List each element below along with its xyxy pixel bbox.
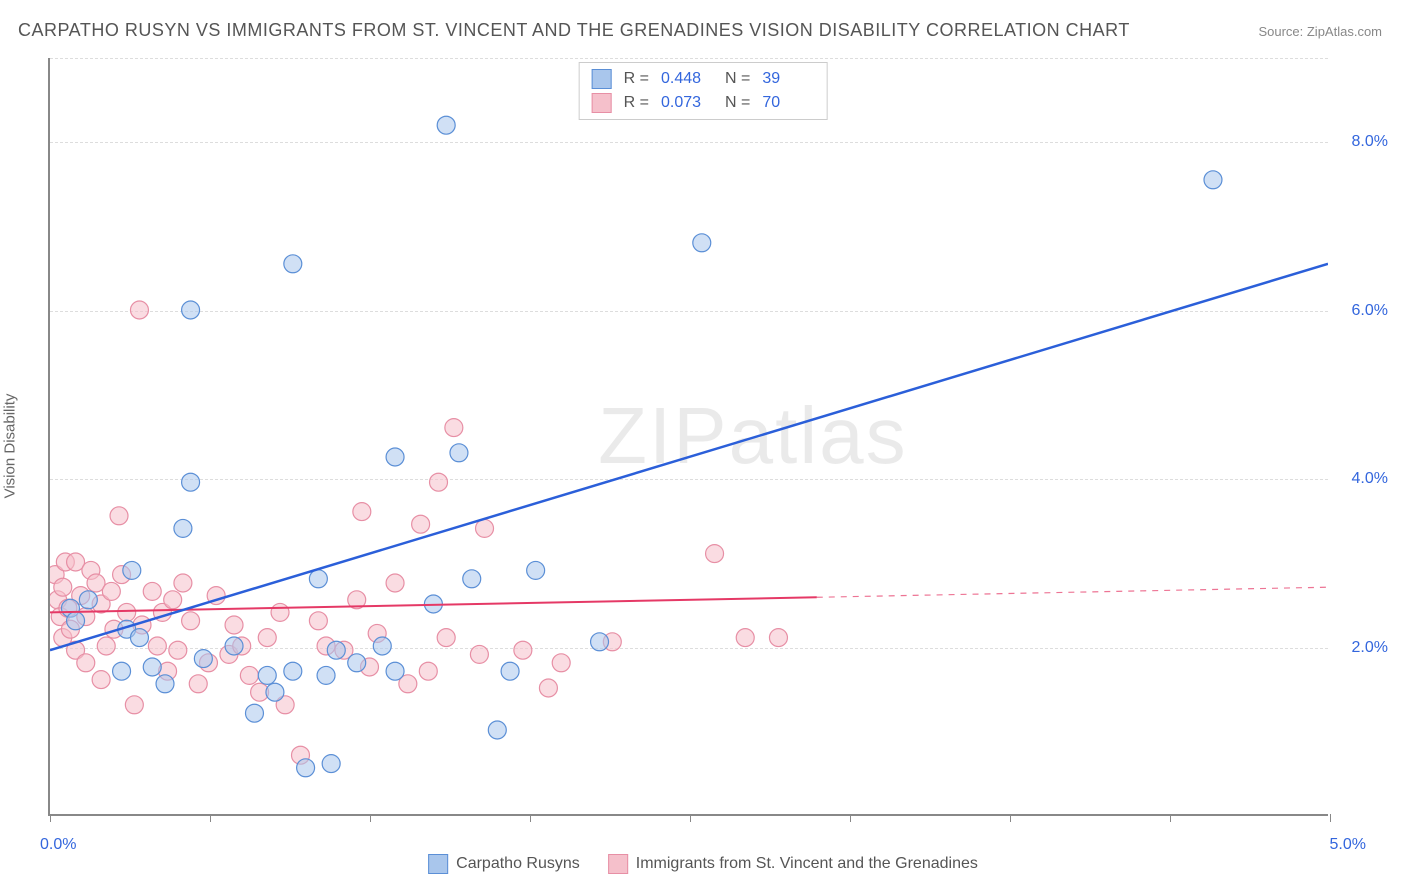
y-tick-label: 6.0% [1338,302,1388,320]
legend-swatch-pink [592,93,612,113]
x-tick [850,814,851,822]
x-tick [50,814,51,822]
y-tick-label: 8.0% [1338,133,1388,151]
legend-stats-row-blue: R = 0.448 N = 39 [592,67,815,91]
x-tick [1010,814,1011,822]
x-tick [370,814,371,822]
n-label: N = [725,70,750,88]
y-tick-label: 2.0% [1338,639,1388,657]
legend-swatch-blue [592,69,612,89]
legend-swatch-pink-icon [608,854,628,874]
chart-svg [50,58,1328,814]
legend-label-pink: Immigrants from St. Vincent and the Gren… [636,855,978,873]
x-tick [530,814,531,822]
n-value-pink: 70 [762,94,814,112]
x-tick [1170,814,1171,822]
plot-area: ZIPatlas 2.0%4.0%6.0%8.0% [48,58,1328,816]
r-value-pink: 0.073 [661,94,713,112]
legend-stats-row-pink: R = 0.073 N = 70 [592,91,815,115]
x-end-label: 5.0% [1330,836,1366,854]
r-value-blue: 0.448 [661,70,713,88]
chart-title: CARPATHO RUSYN VS IMMIGRANTS FROM ST. VI… [18,20,1130,41]
legend-item-blue: Carpatho Rusyns [428,854,580,874]
legend-item-pink: Immigrants from St. Vincent and the Gren… [608,854,978,874]
x-tick [690,814,691,822]
x-tick [1330,814,1331,822]
legend-label-blue: Carpatho Rusyns [456,855,580,873]
legend-series: Carpatho Rusyns Immigrants from St. Vinc… [428,854,978,874]
n-label: N = [725,94,750,112]
source-label: Source: ZipAtlas.com [1258,24,1382,39]
legend-swatch-blue-icon [428,854,448,874]
x-tick [210,814,211,822]
n-value-blue: 39 [762,70,814,88]
legend-stats: R = 0.448 N = 39 R = 0.073 N = 70 [579,62,828,120]
r-label: R = [624,94,649,112]
r-label: R = [624,70,649,88]
y-tick-label: 4.0% [1338,470,1388,488]
y-axis-label: Vision Disability [2,394,19,499]
x-origin-label: 0.0% [40,836,76,854]
